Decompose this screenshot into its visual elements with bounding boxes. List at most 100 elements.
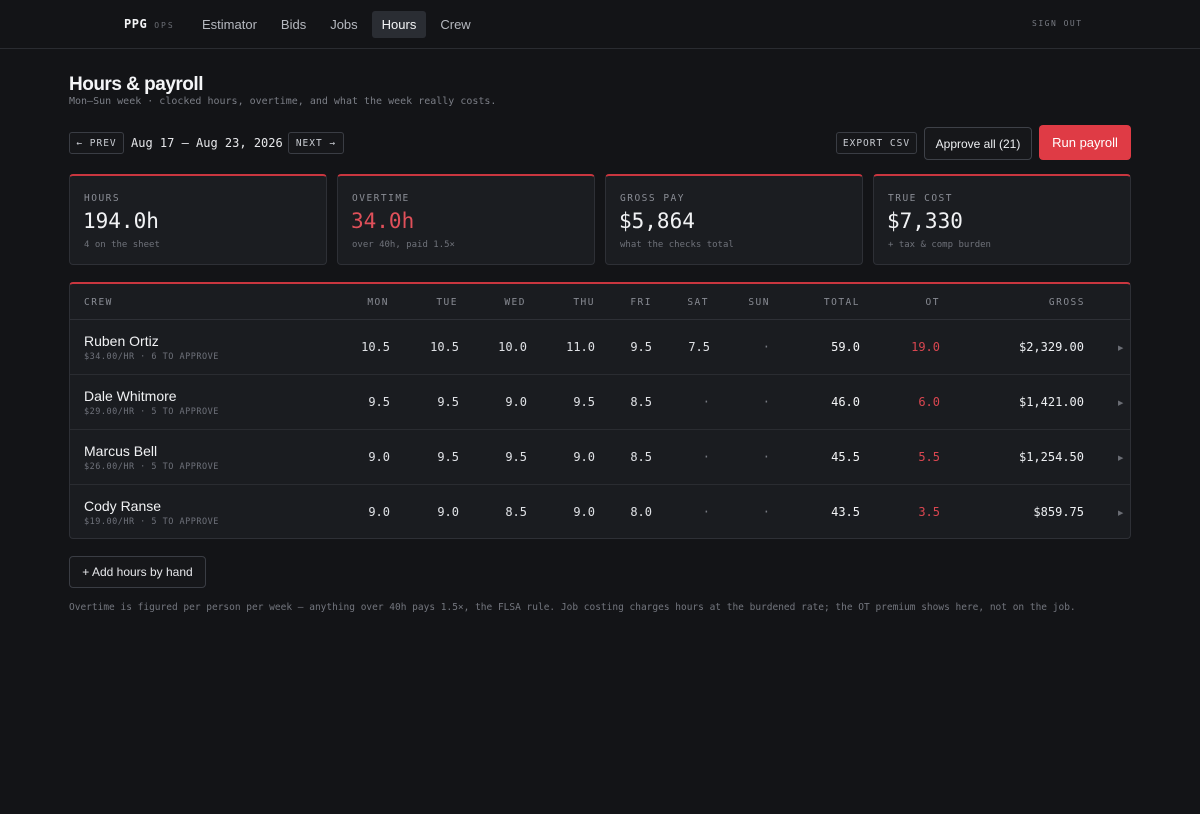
- stat-note: 4 on the sheet: [84, 240, 160, 250]
- column-header-total: TOTAL: [823, 297, 860, 308]
- brand-name: PPG: [124, 17, 148, 31]
- column-header-thu: THU: [573, 297, 595, 308]
- hours-overtime: 5.5: [918, 450, 940, 464]
- crew-rate: $19.00/HR · 5 TO APPROVE: [84, 517, 219, 527]
- week-range: Aug 17 – Aug 23, 2026: [131, 136, 283, 150]
- hours-sat: ·: [702, 450, 710, 464]
- sign-out-link[interactable]: SIGN OUT: [1032, 19, 1083, 28]
- table-header: CREW MON TUE WED THU FRI SAT SUN TOTAL O…: [70, 284, 1130, 320]
- hours-sat: ·: [702, 505, 710, 519]
- column-header-tue: TUE: [436, 297, 458, 308]
- stat-value: 34.0h: [351, 209, 415, 233]
- stat-label: OVERTIME: [352, 193, 410, 204]
- hours-fri: 9.5: [630, 340, 652, 354]
- run-payroll-button[interactable]: Run payroll: [1039, 125, 1131, 160]
- hours-wed: 9.0: [505, 395, 527, 409]
- nav-item-hours[interactable]: Hours: [371, 11, 427, 38]
- hours-thu: 11.0: [566, 340, 595, 354]
- brand-subtitle: OPS: [154, 21, 175, 30]
- hours-sun: ·: [762, 340, 770, 354]
- gross-pay: $1,421.00: [1018, 395, 1084, 409]
- stat-card-gross-pay: GROSS PAY $5,864 what the checks total: [605, 174, 863, 265]
- hours-sat: ·: [702, 395, 710, 409]
- nav-item-jobs[interactable]: Jobs: [330, 17, 358, 32]
- hours-wed: 10.0: [498, 340, 527, 354]
- table-row[interactable]: Dale Whitmore $29.00/HR · 5 TO APPROVE 9…: [70, 375, 1130, 430]
- add-hours-button[interactable]: + Add hours by hand: [69, 556, 206, 588]
- hours-overtime: 6.0: [918, 395, 940, 409]
- hours-mon: 10.5: [361, 340, 390, 354]
- stat-note: + tax & comp burden: [888, 240, 991, 250]
- hours-sat: 7.5: [688, 340, 710, 354]
- stat-label: HOURS: [84, 193, 121, 204]
- nav-item-crew[interactable]: Crew: [440, 17, 471, 32]
- next-week-button[interactable]: NEXT →: [288, 132, 344, 154]
- stat-note: over 40h, paid 1.5×: [352, 240, 455, 250]
- column-header-wed: WED: [504, 297, 526, 308]
- hours-mon: 9.5: [368, 395, 390, 409]
- nav-item-estimator[interactable]: Estimator: [202, 17, 257, 32]
- hours-tue: 9.5: [437, 450, 459, 464]
- hours-sun: ·: [762, 505, 770, 519]
- stat-note: what the checks total: [620, 240, 734, 250]
- chevron-right-icon: ▶: [1118, 400, 1124, 407]
- table-row[interactable]: Marcus Bell $26.00/HR · 5 TO APPROVE 9.0…: [70, 430, 1130, 485]
- crew-rate: $34.00/HR · 6 TO APPROVE: [84, 352, 219, 362]
- hours-sun: ·: [762, 395, 770, 409]
- hours-overtime: 3.5: [918, 505, 940, 519]
- approve-all-button[interactable]: Approve all (21): [924, 127, 1032, 160]
- crew-name: Dale Whitmore: [84, 388, 177, 404]
- hours-thu: 9.0: [573, 505, 595, 519]
- hours-fri: 8.5: [630, 395, 652, 409]
- chevron-right-icon: ▶: [1118, 345, 1124, 352]
- crew-rate: $29.00/HR · 5 TO APPROVE: [84, 407, 219, 417]
- brand-logo[interactable]: PPG OPS: [124, 17, 175, 31]
- page-subtitle: Mon–Sun week · clocked hours, overtime, …: [69, 96, 497, 107]
- gross-pay: $2,329.00: [1018, 340, 1084, 354]
- stat-value: $7,330: [887, 209, 963, 233]
- hours-mon: 9.0: [368, 450, 390, 464]
- hours-wed: 9.5: [505, 450, 527, 464]
- chevron-right-icon: ▶: [1118, 510, 1124, 517]
- stat-value: 194.0h: [83, 209, 159, 233]
- nav-item-bids[interactable]: Bids: [280, 17, 307, 32]
- hours-fri: 8.0: [630, 505, 652, 519]
- stat-label: TRUE COST: [888, 193, 953, 204]
- hours-total: 43.5: [831, 505, 860, 519]
- chevron-right-icon: ▶: [1118, 455, 1124, 462]
- top-nav-bar: PPG OPS Estimator Bids Jobs Hours Crew S…: [0, 0, 1200, 49]
- hours-tue: 9.5: [437, 395, 459, 409]
- overtime-footnote: Overtime is figured per person per week …: [69, 602, 1076, 613]
- column-header-fri: FRI: [630, 297, 652, 308]
- hours-tue: 10.5: [430, 340, 459, 354]
- export-csv-button[interactable]: EXPORT CSV: [836, 132, 917, 154]
- hours-thu: 9.0: [573, 450, 595, 464]
- column-header-sat: SAT: [687, 297, 709, 308]
- column-header-gross: GROSS: [1048, 297, 1085, 308]
- hours-thu: 9.5: [573, 395, 595, 409]
- stat-card-true-cost: TRUE COST $7,330 + tax & comp burden: [873, 174, 1131, 265]
- table-row[interactable]: Ruben Ortiz $34.00/HR · 6 TO APPROVE 10.…: [70, 320, 1130, 375]
- table-row[interactable]: Cody Ranse $19.00/HR · 5 TO APPROVE 9.0 …: [70, 485, 1130, 538]
- crew-hours-table: CREW MON TUE WED THU FRI SAT SUN TOTAL O…: [69, 282, 1131, 539]
- stat-label: GROSS PAY: [620, 193, 685, 204]
- page-title: Hours & payroll: [69, 74, 203, 95]
- crew-rate: $26.00/HR · 5 TO APPROVE: [84, 462, 219, 472]
- main-nav: Estimator Bids Jobs Hours Crew: [192, 11, 481, 38]
- crew-name: Cody Ranse: [84, 498, 162, 514]
- gross-pay: $859.75: [1033, 505, 1084, 519]
- hours-total: 45.5: [831, 450, 860, 464]
- hours-fri: 8.5: [630, 450, 652, 464]
- hours-total: 59.0: [831, 340, 860, 354]
- crew-name: Marcus Bell: [84, 443, 158, 459]
- hours-tue: 9.0: [437, 505, 459, 519]
- stat-card-overtime: OVERTIME 34.0h over 40h, paid 1.5×: [337, 174, 595, 265]
- hours-overtime: 19.0: [911, 340, 940, 354]
- column-header-sun: SUN: [748, 297, 770, 308]
- prev-week-button[interactable]: ← PREV: [69, 132, 124, 154]
- column-header-crew: CREW: [84, 297, 113, 308]
- hours-wed: 8.5: [505, 505, 527, 519]
- hours-sun: ·: [762, 450, 770, 464]
- column-header-ot: OT: [925, 297, 940, 308]
- stat-value: $5,864: [619, 209, 695, 233]
